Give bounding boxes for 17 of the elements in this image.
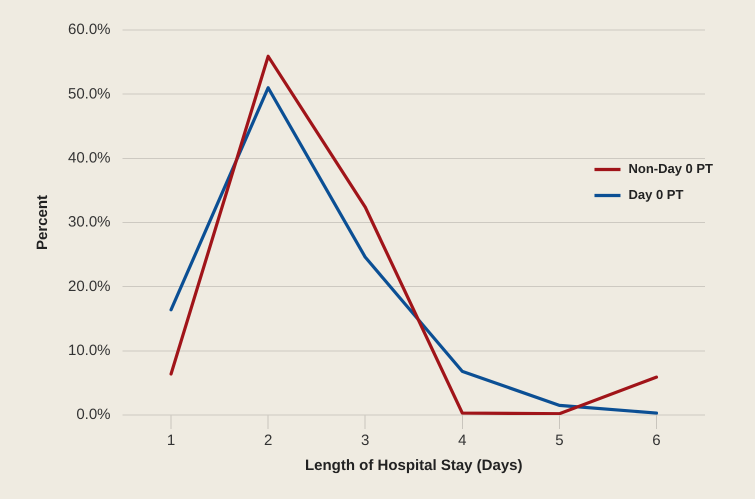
legend-label: Non-Day 0 PT: [628, 161, 714, 176]
legend-label: Day 0 PT: [628, 187, 684, 202]
y-tick-label: 20.0%: [68, 278, 111, 295]
x-tick-label: 1: [166, 432, 176, 450]
x-axis-title: Length of Hospital Stay (Days): [305, 457, 523, 474]
y-tick-label: 60.0%: [68, 21, 111, 38]
y-tick-label: 10.0%: [68, 342, 111, 359]
y-tick-label: 50.0%: [68, 85, 111, 102]
x-tick-label: 6: [652, 432, 661, 450]
x-tick-label: 2: [264, 432, 272, 450]
y-tick-label: 30.0%: [68, 214, 111, 231]
y-tick-label: 0.0%: [76, 406, 111, 424]
x-tick-label: 5: [555, 432, 564, 450]
x-tick-label: 3: [361, 432, 370, 450]
y-tick-label: 40.0%: [68, 149, 111, 166]
x-tick-label: 4: [458, 432, 466, 450]
y-axis-title: Percent: [34, 194, 52, 250]
